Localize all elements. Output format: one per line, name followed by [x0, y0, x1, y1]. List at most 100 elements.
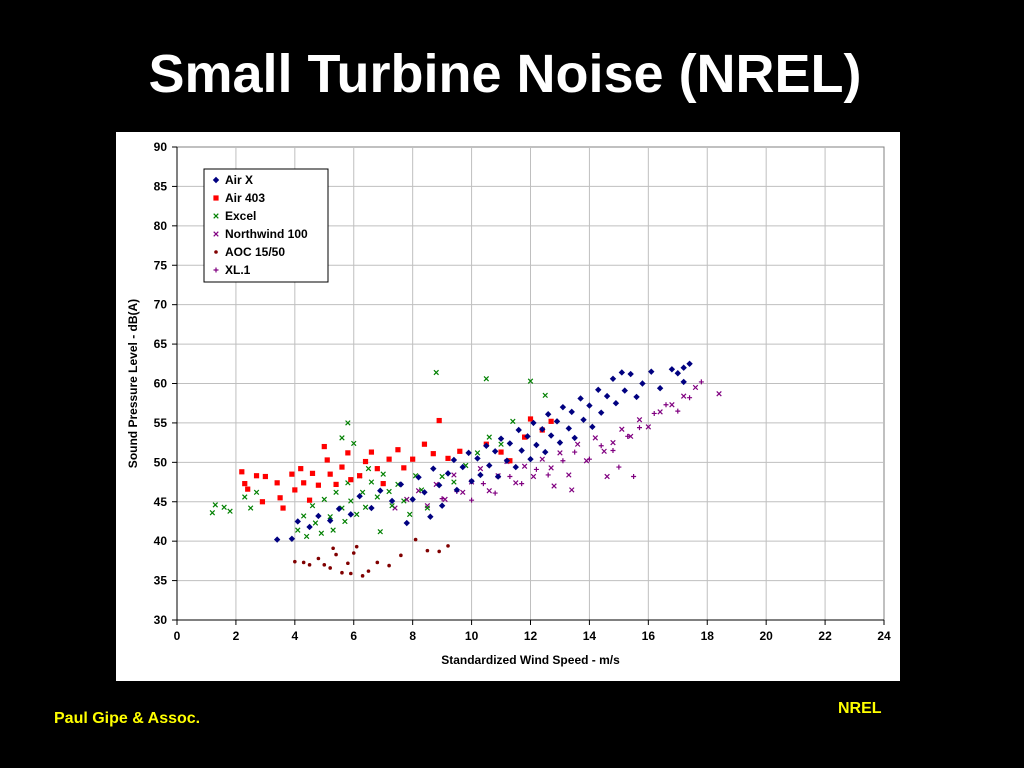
x-tick-label: 24 — [877, 629, 891, 643]
data-point — [518, 447, 525, 454]
data-point — [365, 465, 372, 472]
data-point — [397, 481, 405, 488]
series-excel — [209, 369, 548, 540]
data-point — [340, 570, 344, 575]
data-point — [292, 487, 298, 493]
data-point — [572, 449, 578, 455]
data-point — [435, 481, 443, 489]
data-point — [377, 487, 384, 494]
data-point — [362, 458, 369, 465]
data-point — [345, 420, 351, 426]
data-point — [557, 450, 563, 456]
data-point — [242, 494, 248, 500]
data-point — [362, 504, 369, 510]
data-point — [636, 417, 643, 423]
data-point — [375, 560, 380, 565]
data-point — [295, 527, 301, 533]
data-point — [545, 472, 551, 478]
data-point — [469, 497, 475, 503]
series-air-403 — [239, 416, 554, 511]
data-point — [583, 458, 590, 464]
data-point — [303, 533, 310, 540]
data-point — [633, 393, 640, 401]
y-tick-label: 40 — [154, 534, 168, 548]
data-point — [656, 385, 664, 392]
y-tick-label: 30 — [154, 613, 168, 627]
data-point — [386, 488, 392, 495]
data-point — [480, 481, 486, 487]
data-point — [698, 379, 704, 385]
data-point — [433, 369, 439, 376]
x-tick-label: 4 — [291, 629, 298, 643]
data-point — [421, 441, 428, 447]
y-tick-label: 90 — [154, 140, 168, 154]
data-point — [595, 386, 602, 394]
data-point — [321, 496, 328, 503]
data-point — [533, 466, 539, 472]
data-point — [451, 479, 457, 485]
data-point — [333, 481, 339, 488]
data-point — [477, 465, 484, 472]
data-point — [239, 469, 245, 475]
data-point — [335, 505, 343, 513]
data-point — [245, 486, 251, 492]
data-point — [333, 489, 339, 496]
data-point — [242, 481, 248, 487]
data-point — [348, 477, 354, 483]
data-point — [674, 370, 681, 377]
x-tick-label: 2 — [233, 629, 240, 643]
data-point — [306, 523, 313, 531]
legend-marker — [213, 267, 219, 273]
legend-box — [203, 168, 329, 283]
data-point — [331, 546, 335, 551]
data-point — [312, 520, 319, 526]
data-point — [404, 496, 410, 503]
data-point — [571, 434, 578, 442]
data-point — [569, 487, 575, 493]
series-aoc-15-50 — [293, 537, 450, 578]
data-point — [559, 403, 567, 411]
data-point — [716, 391, 722, 397]
y-tick-label: 60 — [154, 377, 168, 391]
data-point — [568, 408, 575, 416]
data-point — [212, 502, 219, 508]
data-point — [436, 417, 442, 424]
data-point — [648, 368, 655, 375]
data-point — [486, 487, 492, 494]
data-point — [519, 481, 525, 487]
data-point — [442, 496, 448, 503]
data-point — [498, 449, 504, 455]
data-point — [631, 474, 637, 480]
data-point — [306, 497, 313, 503]
data-point — [374, 494, 381, 500]
data-point — [592, 435, 599, 441]
data-point — [521, 463, 528, 469]
data-point — [330, 527, 336, 533]
data-point — [474, 455, 481, 462]
data-point — [377, 528, 383, 535]
data-point — [298, 466, 304, 472]
data-point — [574, 441, 581, 447]
data-point — [547, 432, 555, 439]
data-point — [675, 408, 681, 414]
data-point — [374, 466, 380, 472]
data-point — [262, 473, 268, 480]
data-point — [409, 496, 416, 503]
y-tick-label: 80 — [154, 219, 168, 233]
data-point — [542, 392, 548, 399]
y-tick-label: 85 — [154, 179, 168, 193]
data-point — [459, 463, 466, 471]
data-point — [300, 513, 307, 519]
data-point — [368, 504, 375, 512]
data-point — [430, 451, 436, 457]
data-point — [483, 442, 490, 449]
data-point — [497, 435, 505, 442]
legend-marker — [213, 231, 219, 237]
data-point — [421, 489, 428, 496]
data-point — [368, 449, 375, 455]
x-tick-label: 6 — [350, 629, 357, 643]
y-tick-label: 35 — [154, 574, 168, 588]
data-point — [293, 559, 297, 564]
data-point — [322, 563, 327, 567]
data-point — [321, 443, 327, 450]
